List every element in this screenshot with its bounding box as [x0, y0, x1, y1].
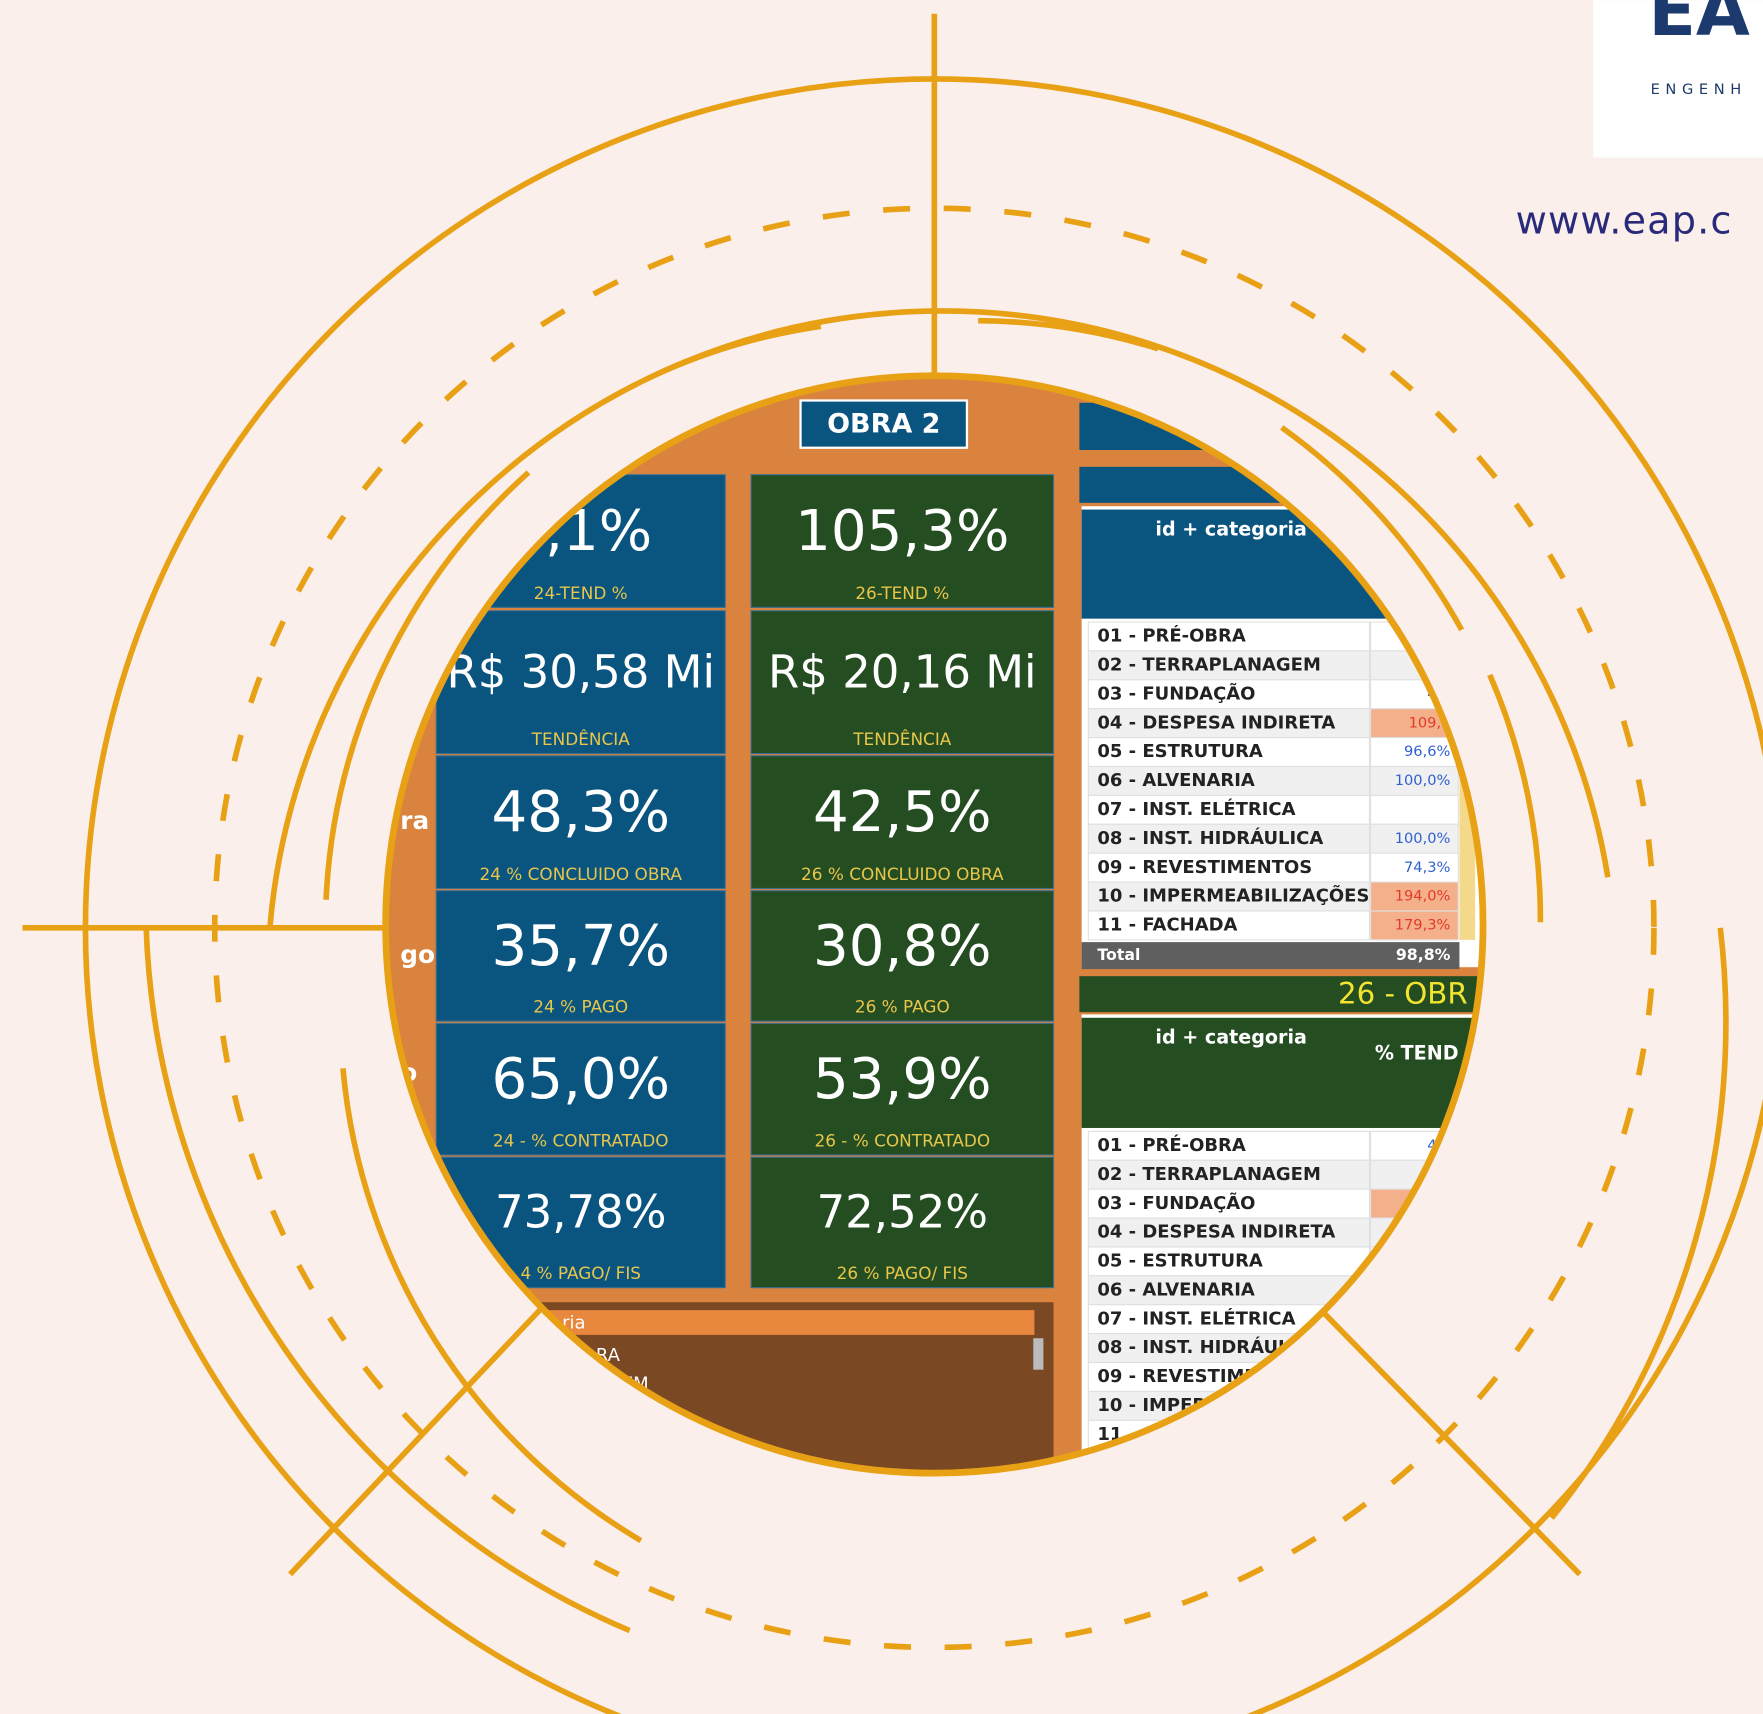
table-value-header: % TEND: [1375, 1041, 1459, 1064]
kpi-value: 30,8%: [813, 914, 992, 979]
table-category: 01 - PRÉ-OBRA: [1097, 1134, 1246, 1156]
kpi-label: 26 - % CONTRATADO: [814, 1130, 990, 1150]
kpi-value: 48,3%: [491, 780, 670, 845]
kpi-label: 4 % PAGO/ FIS: [520, 1263, 641, 1283]
logo-mark: EA: [1648, 0, 1750, 52]
table-category: 08 - INST. HIDRÁULICA: [1097, 827, 1323, 849]
table-category: 06 - ALVENARIA: [1097, 1279, 1255, 1300]
table-category: 07 - INST. ELÉTRICA: [1097, 798, 1295, 820]
kpi-value: R$ 30,58 Mi: [446, 645, 714, 698]
kpi-value: 35,7%: [491, 914, 670, 979]
kpi-value: R$ 20,16 Mi: [768, 645, 1036, 698]
table-category: 02 - TERRAPLANAGEM: [1097, 655, 1320, 676]
slicer-scroll: [1033, 1338, 1043, 1369]
table-category: 09 - REVESTIMENTOS: [1097, 857, 1312, 878]
table-category: 03 - FUNDAÇÃO: [1097, 681, 1255, 704]
graphic: EA ENGENH www.eap.c OBRA 2ragoo7,1%24-TE…: [0, 0, 1763, 1714]
table-header-text: id + categoria: [1155, 517, 1307, 540]
kpi-label: 24-TEND %: [534, 583, 628, 603]
table-category: 10 - IMPERMEABILIZAÇÕES: [1097, 884, 1369, 907]
table-value: 96,6%: [1404, 743, 1451, 760]
slicer-header: [528, 1310, 1034, 1335]
table-value: 194,0%: [1395, 888, 1451, 905]
kpi-label: 24 - % CONTRATADO: [493, 1130, 669, 1150]
table-cell: [1371, 795, 1459, 824]
table-category: 11 - FACHADA: [1097, 915, 1237, 936]
table-category: 07 - INST. ELÉTRICA: [1097, 1307, 1295, 1329]
table-value: 74,3%: [1404, 859, 1451, 876]
side-label: ra: [400, 806, 429, 835]
table-total-label: Total: [1097, 945, 1140, 964]
table-header-text: id + categoria: [1155, 1026, 1307, 1049]
title: OBRA 2: [827, 409, 940, 440]
table-category: 04 - DESPESA INDIRETA: [1097, 712, 1335, 733]
table-title: 26 - OBR: [1338, 976, 1468, 1010]
kpi-label: TENDÊNCIA: [852, 728, 952, 749]
kpi-label: 24 % CONCLUIDO OBRA: [479, 864, 682, 884]
kpi-value: 72,52%: [817, 1186, 988, 1239]
table-category: 01 - PRÉ-OBRA: [1097, 625, 1246, 647]
kpi-value: 53,9%: [813, 1047, 992, 1112]
side-label: go: [400, 940, 435, 969]
kpi-value: 42,5%: [813, 780, 992, 845]
kpi-label: 24 % PAGO: [533, 997, 628, 1017]
table-category: 05 - ESTRUTURA: [1097, 741, 1263, 762]
logo-word: ENGENH: [1651, 81, 1747, 98]
table-category: 02 - TERRAPLANAGEM: [1097, 1164, 1320, 1185]
table-category: 06 - ALVENARIA: [1097, 770, 1255, 791]
url: www.eap.c: [1516, 199, 1733, 243]
kpi-label: 26-TEND %: [855, 583, 949, 603]
kpi-value: 65,0%: [491, 1047, 670, 1112]
page: {"logo":{"mark":"EA","word":"ENGENH","ur…: [0, 0, 1763, 1714]
table-value: 179,3%: [1395, 917, 1451, 934]
kpi-label: 26 % CONCLUIDO OBRA: [801, 864, 1004, 884]
kpi-label: 26 % PAGO/ FIS: [837, 1263, 968, 1283]
table-total-value: 98,8%: [1396, 945, 1451, 964]
table-value: 100,0%: [1395, 772, 1451, 789]
kpi-label: 26 % PAGO: [855, 997, 950, 1017]
kpi-label: TENDÊNCIA: [531, 728, 631, 749]
kpi-value: 73,78%: [495, 1186, 666, 1239]
table-category: 03 - FUNDAÇÃO: [1097, 1191, 1255, 1214]
table-category: 05 - ESTRUTURA: [1097, 1251, 1263, 1272]
table-value: 100,0%: [1395, 830, 1451, 847]
table-category: 04 - DESPESA INDIRETA: [1097, 1222, 1335, 1243]
kpi-value: 105,3%: [795, 499, 1009, 564]
